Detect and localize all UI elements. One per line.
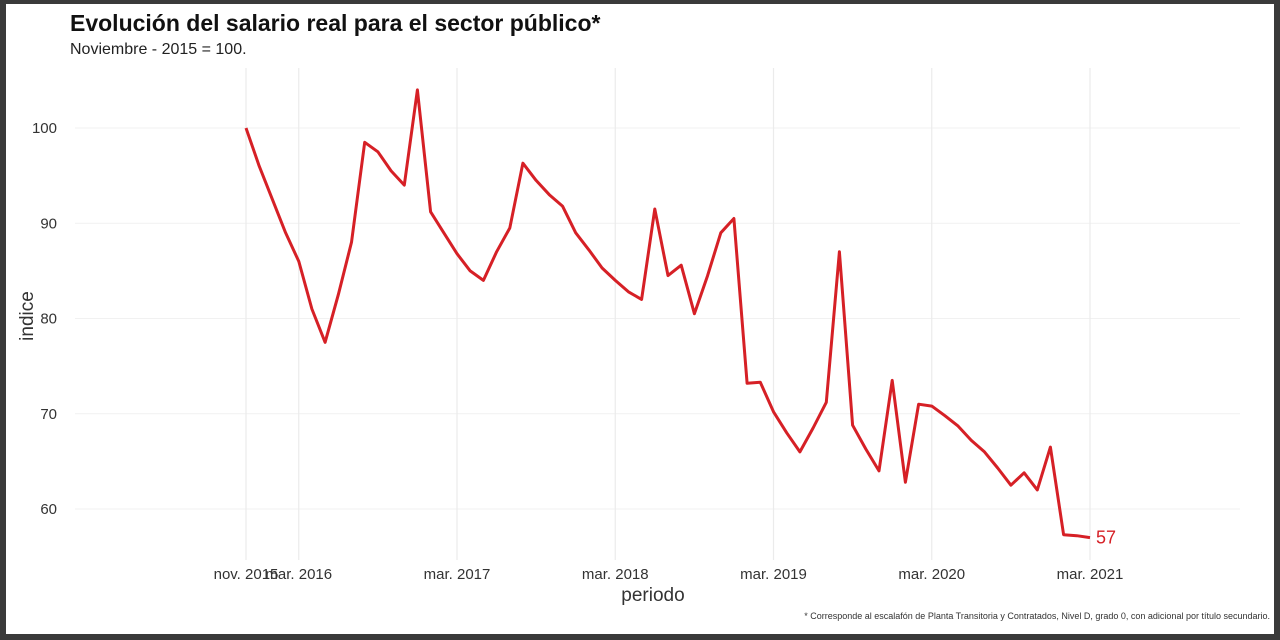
x-tick-label: mar. 2017 (424, 566, 491, 583)
x-tick-label: mar. 2016 (265, 566, 332, 583)
y-axis-ticks: 60 70 80 90 100 (32, 120, 57, 518)
series-line (244, 88, 1091, 540)
chart-subtitle: Noviembre - 2015 = 100. (70, 41, 247, 58)
x-tick-label: nov. 2015 (214, 566, 279, 583)
x-tick-label: mar. 2021 (1057, 566, 1124, 583)
x-tick-label: mar. 2020 (898, 566, 965, 583)
y-axis-title: indice (17, 291, 38, 341)
y-tick-label: 90 (40, 215, 57, 232)
x-tick-label: mar. 2018 (582, 566, 649, 583)
y-tick-label: 100 (32, 120, 57, 137)
y-tick-label: 80 (40, 311, 57, 328)
footnote: * Corresponde al escalafón de Planta Tra… (804, 611, 1270, 621)
chart-title: Evolución del salario real para el secto… (70, 10, 601, 36)
end-value-label: 57 (1096, 528, 1116, 548)
x-tick-label: mar. 2019 (740, 566, 807, 583)
y-tick-label: 70 (40, 406, 57, 423)
y-tick-label: 60 (40, 501, 57, 518)
x-axis-title: periodo (621, 585, 684, 606)
